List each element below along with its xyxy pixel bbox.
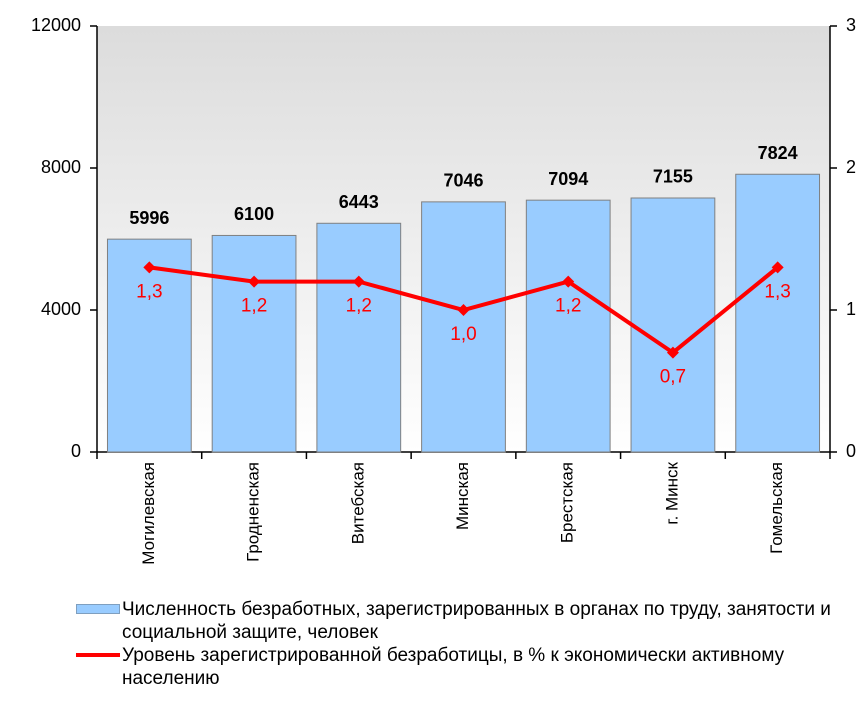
bar-value-label: 7155 — [653, 167, 693, 187]
line-marker — [771, 261, 784, 274]
line-marker — [562, 275, 575, 288]
x-tick-label: Могилевская — [139, 462, 158, 565]
legend-item: Численность безработных, зарегистрирован… — [76, 598, 836, 644]
line-marker — [666, 346, 679, 359]
legend-swatch — [76, 653, 120, 657]
chart: 0 4000 8000 12000 0 1 2 3 Могилевская Гродненская… — [31, 15, 856, 565]
y2-tick-label: 2 — [846, 157, 856, 177]
x-tick-label: Брестская — [558, 462, 577, 543]
bar-value-label: 6443 — [339, 192, 379, 212]
bar — [630, 197, 716, 453]
y2-tick-label: 3 — [846, 15, 856, 35]
x-tick-label: г. Минск — [662, 461, 681, 524]
bar — [735, 173, 821, 453]
line-marker — [248, 275, 261, 288]
line-value-label: 1,3 — [136, 281, 162, 302]
line-value-label: 1,2 — [241, 296, 267, 317]
y-tick-label: 8000 — [41, 157, 81, 177]
y-tick-label: 12000 — [31, 15, 81, 35]
line-value-label: 0,7 — [660, 367, 686, 388]
line-value-label: 1,2 — [346, 296, 372, 317]
bar-value-label: 7046 — [443, 171, 483, 191]
y2-tick-label: 1 — [846, 299, 856, 319]
bar — [525, 199, 611, 453]
x-tick-label: Гомельская — [767, 462, 786, 554]
x-tick-label: Гродненская — [244, 462, 263, 562]
bar — [316, 222, 402, 453]
bar-value-label: 6100 — [234, 204, 274, 224]
legend-swatch — [76, 604, 120, 614]
y2-tick-label: 0 — [846, 441, 856, 461]
line-marker — [352, 275, 365, 288]
line-marker — [143, 261, 156, 274]
legend: Численность безработных, зарегистрирован… — [76, 598, 836, 690]
line-value-label: 1,2 — [555, 296, 581, 317]
x-tick-label: Витебская — [348, 462, 367, 544]
x-tick-label: Минская — [453, 462, 472, 530]
bar-value-label: 7824 — [758, 143, 798, 163]
bar — [421, 201, 506, 453]
legend-item: Уровень зарегистрированной безработицы, … — [76, 644, 836, 690]
line-marker — [457, 304, 470, 316]
bar-value-label: 5996 — [129, 208, 169, 228]
y-tick-label: 4000 — [41, 299, 81, 319]
legend-label: Уровень зарегистрированной безработицы, … — [122, 645, 785, 689]
line-value-label: 1,3 — [764, 281, 790, 302]
y-tick-label: 0 — [71, 441, 81, 461]
line-value-label: 1,0 — [450, 324, 476, 345]
bar-value-label: 7094 — [548, 169, 588, 189]
bar — [106, 238, 192, 453]
legend-label: Численность безработных, зарегистрирован… — [122, 599, 831, 643]
bar — [211, 234, 297, 453]
